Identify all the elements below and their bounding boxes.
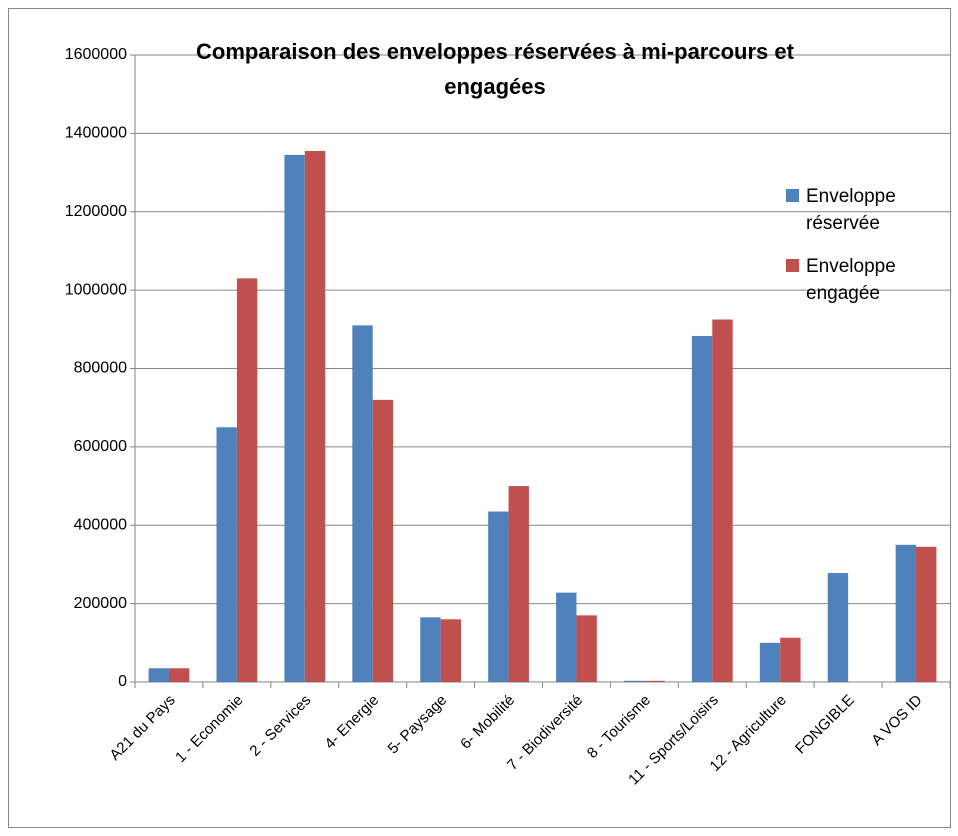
- bar: [488, 511, 509, 682]
- bar: [556, 592, 577, 682]
- chart-title: Comparaison des enveloppes réservées à m…: [196, 39, 794, 99]
- bar: [440, 619, 461, 682]
- x-tick-label: 2 - Services: [246, 692, 314, 760]
- y-tick-label: 200000: [74, 595, 127, 612]
- bar: [780, 637, 801, 682]
- bar: [168, 668, 190, 682]
- y-tick-label: 400000: [74, 516, 127, 533]
- y-tick-label: 1200000: [65, 203, 127, 220]
- x-tick-label: A21 du Pays: [106, 692, 178, 764]
- y-tick-label: 1000000: [65, 281, 127, 298]
- y-tick-label: 1600000: [65, 46, 127, 63]
- x-tick-label: FONGIBLE: [792, 692, 858, 758]
- bar: [508, 486, 529, 682]
- bar: [644, 680, 665, 682]
- legend-label: Enveloppe réservée: [806, 186, 896, 234]
- bar: [712, 319, 733, 682]
- bar: [624, 680, 645, 682]
- bar: [827, 573, 849, 682]
- bar: [691, 335, 713, 682]
- bar: [420, 617, 441, 682]
- x-tick-label: 5- Paysage: [385, 692, 451, 758]
- x-tick-label: 4- Energie: [321, 692, 382, 753]
- y-tick-label: 800000: [74, 360, 127, 377]
- x-tick-label: 1 - Economie: [172, 692, 247, 767]
- chart-border: [8, 8, 951, 828]
- bar: [895, 544, 917, 682]
- legend-swatch: [786, 259, 799, 272]
- x-tick-label: 8 - Tourisme: [584, 692, 654, 762]
- bar: [576, 615, 597, 682]
- legend-label: Enveloppe engagée: [806, 256, 896, 304]
- bar: [352, 325, 373, 682]
- x-tick-label: A VOS ID: [868, 692, 926, 750]
- bar: [148, 668, 169, 682]
- y-tick-label: 600000: [74, 438, 127, 455]
- bar: [284, 154, 305, 683]
- legend-swatch: [786, 189, 799, 202]
- bar: [759, 642, 781, 682]
- y-tick-label: 0: [118, 673, 127, 690]
- bar: [304, 151, 326, 682]
- y-tick-label: 1400000: [65, 125, 127, 142]
- x-tick-label: 6- Mobilité: [457, 692, 518, 753]
- bar: [372, 399, 394, 682]
- bar: [916, 546, 937, 682]
- bar: [216, 427, 237, 682]
- bar: [236, 278, 258, 682]
